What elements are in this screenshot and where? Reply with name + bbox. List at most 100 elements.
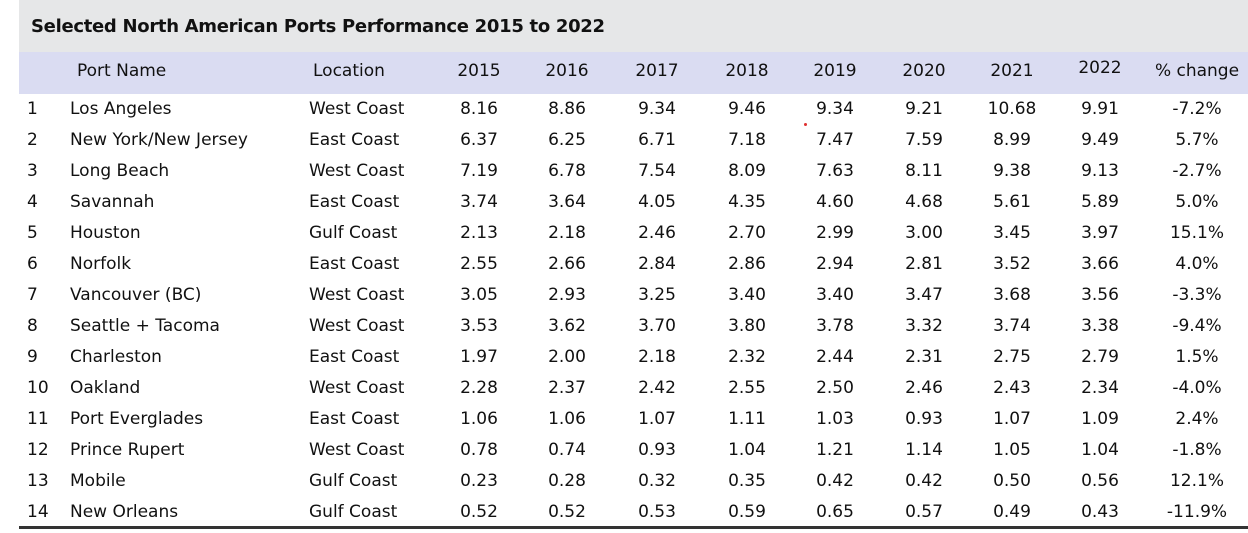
header-2018: 2018 <box>725 61 769 81</box>
cell-y2021: 1.05 <box>993 440 1031 460</box>
cell-y2015: 8.16 <box>460 99 498 119</box>
cell-y2018: 0.59 <box>728 502 766 522</box>
cell-y2019: 2.50 <box>816 378 854 398</box>
cell-y2021: 0.50 <box>993 471 1031 491</box>
cell-y2018: 2.70 <box>728 223 766 243</box>
cell-port-name: Los Angeles <box>70 99 172 119</box>
cell-y2016: 8.86 <box>548 99 586 119</box>
cell-y2019: 0.65 <box>816 502 854 522</box>
cell-y2018: 3.80 <box>728 316 766 336</box>
cell-rank: 1 <box>27 99 38 119</box>
table-row: 12 Prince Rupert West Coast 0.78 0.74 0.93 1.0… <box>19 435 1248 466</box>
cell-port-name: Vancouver (BC) <box>70 285 202 305</box>
cell-port-name: Prince Rupert <box>70 440 185 460</box>
cell-rank: 13 <box>27 471 49 491</box>
cell-port-name: Savannah <box>70 192 155 212</box>
cell-y2016: 6.25 <box>548 130 586 150</box>
cell-location: Gulf Coast <box>309 223 398 243</box>
header-2015: 2015 <box>457 61 501 81</box>
cell-rank: 14 <box>27 502 49 522</box>
cell-y2019: 1.03 <box>816 409 854 429</box>
cell-y2019: 0.42 <box>816 471 854 491</box>
cell-y2020: 3.47 <box>905 285 943 305</box>
cell-y2015: 7.19 <box>460 161 498 181</box>
cell-pct-change: 1.5% <box>1175 347 1219 367</box>
cell-location: West Coast <box>309 378 405 398</box>
cell-port-name: Oakland <box>70 378 141 398</box>
cell-y2017: 6.71 <box>638 130 676 150</box>
cell-pct-change: 12.1% <box>1169 471 1224 491</box>
cell-y2020: 2.46 <box>905 378 943 398</box>
cell-location: West Coast <box>309 99 405 119</box>
cell-rank: 9 <box>27 347 38 367</box>
cell-y2022: 9.91 <box>1081 99 1119 119</box>
cell-port-name: Long Beach <box>70 161 170 181</box>
table-row: 9 Charleston East Coast 1.97 2.00 2.18 2.32 2.4… <box>19 342 1248 373</box>
cell-y2015: 0.78 <box>460 440 498 460</box>
cell-y2018: 8.09 <box>728 161 766 181</box>
cell-y2019: 2.99 <box>816 223 854 243</box>
cell-y2020: 2.31 <box>905 347 943 367</box>
cell-pct-change: 2.4% <box>1175 409 1219 429</box>
cell-y2018: 3.40 <box>728 285 766 305</box>
cell-rank: 7 <box>27 285 38 305</box>
cell-y2017: 0.32 <box>638 471 676 491</box>
header-pct-change: % change <box>1154 61 1240 81</box>
table-row: 11 Port Everglades East Coast 1.06 1.06 1.07 1… <box>19 404 1248 435</box>
cell-y2022: 3.97 <box>1081 223 1119 243</box>
table-row: 1 Los Angeles West Coast 8.16 8.86 9.34 9.46 9.… <box>19 94 1248 125</box>
cell-y2017: 1.07 <box>638 409 676 429</box>
cell-location: West Coast <box>309 440 405 460</box>
cell-y2016: 2.00 <box>548 347 586 367</box>
cell-y2020: 3.00 <box>905 223 943 243</box>
cell-y2016: 0.74 <box>548 440 586 460</box>
cell-y2020: 0.57 <box>905 502 943 522</box>
cell-y2018: 2.32 <box>728 347 766 367</box>
cell-y2019: 3.40 <box>816 285 854 305</box>
cell-y2017: 2.42 <box>638 378 676 398</box>
cell-y2015: 2.28 <box>460 378 498 398</box>
cell-location: West Coast <box>309 285 405 305</box>
cell-rank: 6 <box>27 254 38 274</box>
cell-rank: 4 <box>27 192 38 212</box>
cell-y2019: 7.47 <box>816 130 854 150</box>
cell-pct-change: 5.7% <box>1175 130 1219 150</box>
cell-y2018: 9.46 <box>728 99 766 119</box>
cell-pct-change: -11.9% <box>1166 502 1228 522</box>
cell-y2018: 1.04 <box>728 440 766 460</box>
cell-y2022: 1.09 <box>1081 409 1119 429</box>
header-2017: 2017 <box>635 61 679 81</box>
cell-y2021: 8.99 <box>993 130 1031 150</box>
cell-y2022: 3.66 <box>1081 254 1119 274</box>
table-row: 5 Houston Gulf Coast 2.13 2.18 2.46 2.70 2.99 3.… <box>19 218 1248 249</box>
cell-y2019: 1.21 <box>816 440 854 460</box>
cell-y2021: 0.49 <box>993 502 1031 522</box>
cell-port-name: New Orleans <box>70 502 179 522</box>
cell-y2016: 0.28 <box>548 471 586 491</box>
cell-pct-change: 15.1% <box>1169 223 1224 243</box>
cell-y2022: 3.38 <box>1081 316 1119 336</box>
cell-y2021: 2.75 <box>993 347 1031 367</box>
table-row: 8 Seattle + Tacoma West Coast 3.53 3.62 3.70 3… <box>19 311 1248 342</box>
header-port-name: Port Name <box>77 61 167 81</box>
cell-y2016: 2.66 <box>548 254 586 274</box>
cell-rank: 11 <box>27 409 49 429</box>
cell-y2016: 1.06 <box>548 409 586 429</box>
table-row: 6 Norfolk East Coast 2.55 2.66 2.84 2.86 2.94 2.… <box>19 249 1248 280</box>
table-row: 7 Vancouver (BC) West Coast 3.05 2.93 3.25 3.4… <box>19 280 1248 311</box>
cell-y2019: 9.34 <box>816 99 854 119</box>
cell-y2015: 1.06 <box>460 409 498 429</box>
cell-y2017: 3.70 <box>638 316 676 336</box>
table-row: 2 New York/New Jersey East Coast 6.37 6.25 6.… <box>19 125 1248 156</box>
cell-y2015: 1.97 <box>460 347 498 367</box>
cell-port-name: Port Everglades <box>70 409 204 429</box>
cell-y2018: 2.55 <box>728 378 766 398</box>
cell-y2017: 3.25 <box>638 285 676 305</box>
cell-port-name: Seattle + Tacoma <box>70 316 220 336</box>
cell-rank: 12 <box>27 440 49 460</box>
cell-y2016: 3.64 <box>548 192 586 212</box>
cell-rank: 2 <box>27 130 38 150</box>
cell-location: Gulf Coast <box>309 502 398 522</box>
cell-y2020: 0.93 <box>905 409 943 429</box>
cell-y2021: 1.07 <box>993 409 1031 429</box>
